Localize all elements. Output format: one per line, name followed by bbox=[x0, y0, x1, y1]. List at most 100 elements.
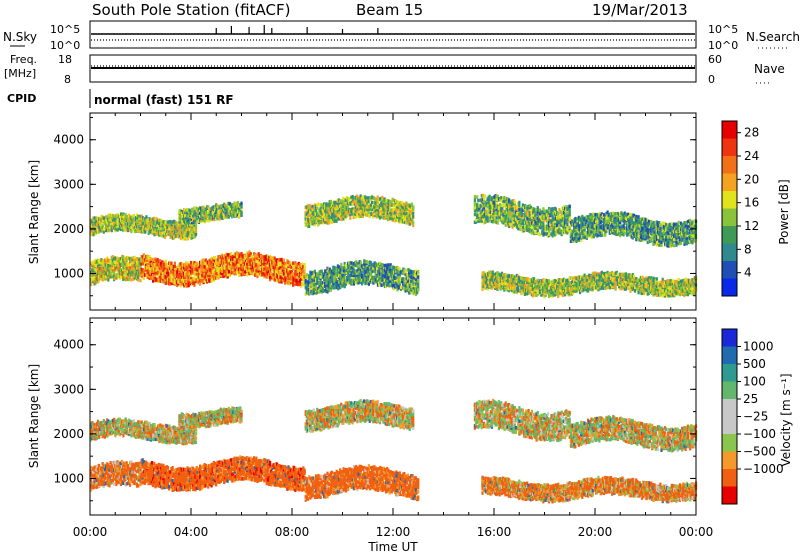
echo-cell bbox=[305, 279, 307, 283]
nsky-spikes bbox=[216, 25, 378, 34]
echo-cell bbox=[489, 198, 491, 202]
echo-cell bbox=[320, 280, 322, 284]
freq-tick-bottom: 8 bbox=[64, 73, 71, 86]
echo-cell bbox=[474, 213, 476, 217]
echo-cell bbox=[368, 196, 370, 200]
echo-cell bbox=[393, 266, 395, 270]
nsearch-tick-bottom: 10^0 bbox=[708, 39, 738, 52]
echo-cell bbox=[371, 263, 373, 267]
echo-cell bbox=[412, 215, 414, 219]
echo-cell bbox=[112, 214, 114, 218]
nave-tick-top: 60 bbox=[708, 53, 722, 66]
echo-cell bbox=[190, 261, 192, 265]
echo-cell bbox=[308, 225, 310, 229]
echo-cell bbox=[357, 264, 359, 268]
echo-cell bbox=[283, 259, 285, 263]
echo-cell bbox=[165, 260, 167, 264]
echo-cell bbox=[417, 278, 419, 282]
echo-cell bbox=[476, 195, 478, 199]
echo-cell bbox=[474, 195, 476, 199]
echo-cell bbox=[368, 282, 370, 286]
echo-cell bbox=[349, 216, 351, 220]
echo-cell bbox=[174, 262, 176, 266]
echo-cell bbox=[199, 282, 201, 286]
nsearch-tick-top: 10^5 bbox=[708, 23, 738, 36]
beam-label: Beam 15 bbox=[356, 1, 423, 19]
echo-cell bbox=[413, 270, 415, 274]
echo-cell bbox=[308, 274, 310, 278]
echo-cell bbox=[143, 277, 145, 281]
echo-cell bbox=[480, 204, 482, 208]
nsearch-label: N.Search bbox=[746, 30, 800, 44]
echo-cell bbox=[174, 265, 176, 269]
echo-cell bbox=[371, 201, 373, 205]
echo-cell bbox=[240, 202, 242, 206]
echo-cell bbox=[347, 205, 349, 209]
echo-cell bbox=[317, 203, 319, 207]
echo-cell bbox=[405, 270, 407, 274]
nsky-panel: N.Sky 10^5 10^0 N.Search 10^5 10^0 bbox=[3, 21, 800, 52]
nave-label: Nave bbox=[754, 62, 785, 76]
echo-cell bbox=[307, 280, 309, 284]
echo-cell bbox=[411, 203, 413, 207]
echo-cell bbox=[393, 208, 395, 212]
echo-cell bbox=[489, 195, 491, 199]
nsky-tick-bottom: 10^0 bbox=[50, 39, 80, 52]
echo-cell bbox=[474, 199, 476, 203]
echo-cell bbox=[95, 281, 97, 285]
echo-cell bbox=[417, 282, 419, 286]
echo-cell bbox=[102, 278, 104, 282]
echo-cell bbox=[230, 252, 232, 256]
echo-cell bbox=[360, 261, 362, 265]
echo-cell bbox=[150, 277, 152, 281]
echo-cell bbox=[113, 271, 115, 275]
echo-cell bbox=[352, 203, 354, 207]
echo-cell bbox=[368, 211, 370, 215]
power-echoes bbox=[90, 194, 697, 299]
echo-cell bbox=[417, 270, 419, 274]
echo-cell bbox=[170, 262, 172, 266]
echo-cell bbox=[361, 273, 363, 277]
echo-cell bbox=[304, 266, 306, 270]
freq-unit: [MHz] bbox=[4, 67, 36, 80]
echo-cell bbox=[412, 221, 414, 225]
echo-cell bbox=[410, 276, 412, 280]
echo-cell bbox=[477, 199, 479, 203]
echo-cell bbox=[496, 216, 498, 220]
echo-cell bbox=[200, 279, 202, 283]
echo-cell bbox=[290, 277, 292, 281]
cpid-label: CPID bbox=[7, 92, 36, 105]
echo-cell bbox=[130, 230, 132, 234]
nave-tick-bottom: 0 bbox=[708, 73, 715, 86]
echo-cell bbox=[330, 200, 332, 204]
echo-cell bbox=[367, 261, 369, 265]
echo-cell bbox=[238, 273, 240, 277]
freq-panel: Freq. [MHz] 18 8 Nave 60 0 bbox=[4, 53, 785, 86]
echo-cell bbox=[497, 221, 499, 225]
echo-cell bbox=[195, 230, 197, 234]
echo-cell bbox=[112, 262, 114, 266]
echo-cell bbox=[340, 263, 342, 267]
echo-cell bbox=[476, 203, 478, 207]
echo-cell bbox=[130, 278, 132, 282]
freq-tick-top: 18 bbox=[58, 53, 72, 66]
echo-cell bbox=[246, 273, 248, 277]
echo-cell bbox=[325, 202, 327, 206]
echo-cell bbox=[298, 282, 300, 286]
echo-cell bbox=[348, 197, 350, 201]
echo-cell bbox=[240, 211, 242, 215]
cpid-value: normal (fast) 151 RF bbox=[94, 93, 234, 107]
echo-cell bbox=[145, 215, 147, 219]
echo-cell bbox=[381, 196, 383, 200]
echo-cell bbox=[139, 279, 141, 283]
echo-cell bbox=[289, 261, 291, 265]
echo-cell bbox=[292, 261, 294, 265]
freq-label: Freq. bbox=[10, 53, 37, 66]
echo-cell bbox=[129, 266, 131, 270]
echo-cell bbox=[389, 217, 391, 221]
echo-cell bbox=[340, 199, 342, 203]
station-title: South Pole Station (fitACF) bbox=[92, 1, 290, 19]
echo-cell bbox=[400, 286, 402, 290]
date-label: 19/Mar/2013 bbox=[592, 1, 688, 19]
